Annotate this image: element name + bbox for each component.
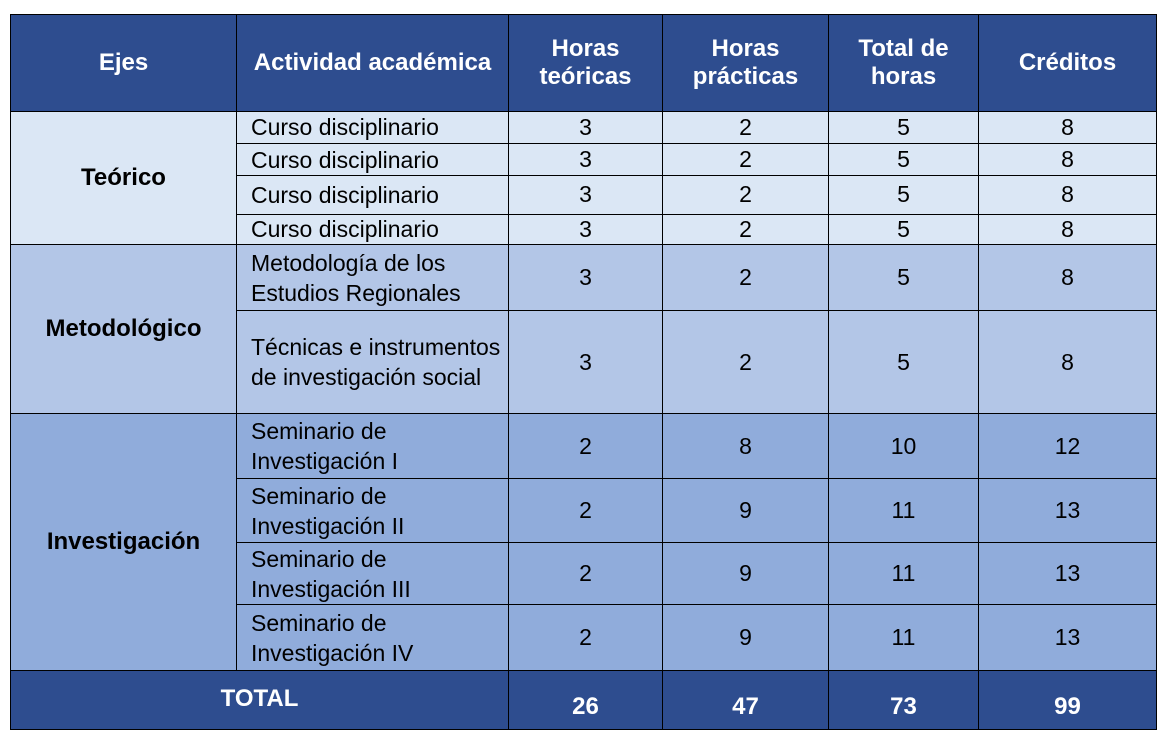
table-row: Seminario de Investigación IV 2 9 11 13 <box>11 603 1157 672</box>
horas-teoricas-cell: 3 <box>508 175 663 215</box>
total-horas-cell: 5 <box>828 213 979 245</box>
horas-teoricas-cell: 3 <box>508 243 663 312</box>
table-row: Investigación Seminario de Investigación… <box>10 413 1157 672</box>
total-horas-cell: 11 <box>828 477 979 544</box>
horas-teoricas-cell: 3 <box>508 143 663 177</box>
total-horas-cell: 5 <box>828 110 979 145</box>
horas-teoricas-cell: 3 <box>508 213 663 245</box>
total-horas-cell: 5 <box>828 143 979 177</box>
header-total-horas: Total de horas <box>828 14 979 112</box>
activity-cell: Curso disciplinario <box>236 110 509 145</box>
header-horas-practicas: Horas prácticas <box>662 14 829 112</box>
header-horas-teoricas: Horas teóricas <box>508 14 663 112</box>
header-ejes: Ejes <box>10 14 237 112</box>
activity-cell: Seminario de Investigación I <box>236 413 509 479</box>
table-row: Teórico Curso disciplinario 3 2 5 8 <box>10 110 1157 245</box>
horas-practicas-cell: 2 <box>662 310 829 415</box>
curriculum-table: Ejes Actividad académica Horas teóricas … <box>10 14 1157 730</box>
total-creditos: 99 <box>978 670 1157 730</box>
horas-teoricas-cell: 3 <box>508 110 663 145</box>
header-actividad: Actividad académica <box>236 14 509 112</box>
total-horas-cell: 11 <box>828 603 979 672</box>
horas-practicas-cell: 2 <box>662 213 829 245</box>
table-row: Metodológico Metodología de los Estudios… <box>10 243 1157 415</box>
creditos-cell: 8 <box>978 243 1157 312</box>
header-creditos: Créditos <box>978 14 1157 112</box>
horas-practicas-cell: 2 <box>662 110 829 145</box>
horas-teoricas-cell: 2 <box>508 413 663 479</box>
activity-cell: Curso disciplinario <box>236 213 509 245</box>
horas-practicas-cell: 2 <box>662 175 829 215</box>
total-horas-practicas: 47 <box>662 670 829 730</box>
creditos-cell: 8 <box>978 110 1157 145</box>
horas-teoricas-cell: 2 <box>508 603 663 672</box>
total-horas-cell: 5 <box>828 175 979 215</box>
horas-practicas-cell: 2 <box>662 243 829 312</box>
total-total-horas: 73 <box>828 670 979 730</box>
creditos-cell: 13 <box>978 542 1157 605</box>
activity-cell: Seminario de Investigación IV <box>236 603 509 672</box>
creditos-cell: 8 <box>978 213 1157 245</box>
total-horas-cell: 5 <box>828 243 979 312</box>
table-row: Seminario de Investigación III 2 9 11 13 <box>11 542 1157 605</box>
activity-cell: Curso disciplinario <box>236 175 509 215</box>
creditos-cell: 8 <box>978 310 1157 415</box>
table-row: Curso disciplinario 3 2 5 8 <box>11 143 1157 177</box>
horas-practicas-cell: 8 <box>662 413 829 479</box>
table-row: Curso disciplinario 3 2 5 8 <box>11 213 1157 245</box>
horas-practicas-cell: 9 <box>662 542 829 605</box>
activity-cell: Técnicas e instrumentos de investigación… <box>236 310 509 415</box>
activity-cell: Seminario de Investigación II <box>236 477 509 544</box>
total-horas-cell: 5 <box>828 310 979 415</box>
creditos-cell: 12 <box>978 413 1157 479</box>
eje-investigacion: Investigación <box>10 413 237 672</box>
horas-practicas-cell: 9 <box>662 477 829 544</box>
eje-metodologico: Metodológico <box>10 243 237 415</box>
creditos-cell: 13 <box>978 477 1157 544</box>
total-label: TOTAL <box>10 670 509 730</box>
table-row: Seminario de Investigación II 2 9 11 13 <box>11 477 1157 544</box>
eje-teorico: Teórico <box>10 110 237 245</box>
total-row: TOTAL 26 47 73 99 <box>10 670 1157 730</box>
horas-practicas-cell: 9 <box>662 603 829 672</box>
creditos-cell: 13 <box>978 603 1157 672</box>
table-row: Curso disciplinario 3 2 5 8 <box>11 175 1157 215</box>
total-horas-cell: 10 <box>828 413 979 479</box>
creditos-cell: 8 <box>978 175 1157 215</box>
total-horas-cell: 11 <box>828 542 979 605</box>
header-row: Ejes Actividad académica Horas teóricas … <box>10 14 1157 112</box>
creditos-cell: 8 <box>978 143 1157 177</box>
horas-practicas-cell: 2 <box>662 143 829 177</box>
activity-cell: Curso disciplinario <box>236 143 509 177</box>
horas-teoricas-cell: 2 <box>508 477 663 544</box>
horas-teoricas-cell: 2 <box>508 542 663 605</box>
horas-teoricas-cell: 3 <box>508 310 663 415</box>
table-row: Técnicas e instrumentos de investigación… <box>11 310 1157 415</box>
activity-cell: Metodología de los Estudios Regionales <box>236 243 509 312</box>
activity-cell: Seminario de Investigación III <box>236 542 509 605</box>
total-horas-teoricas: 26 <box>508 670 663 730</box>
